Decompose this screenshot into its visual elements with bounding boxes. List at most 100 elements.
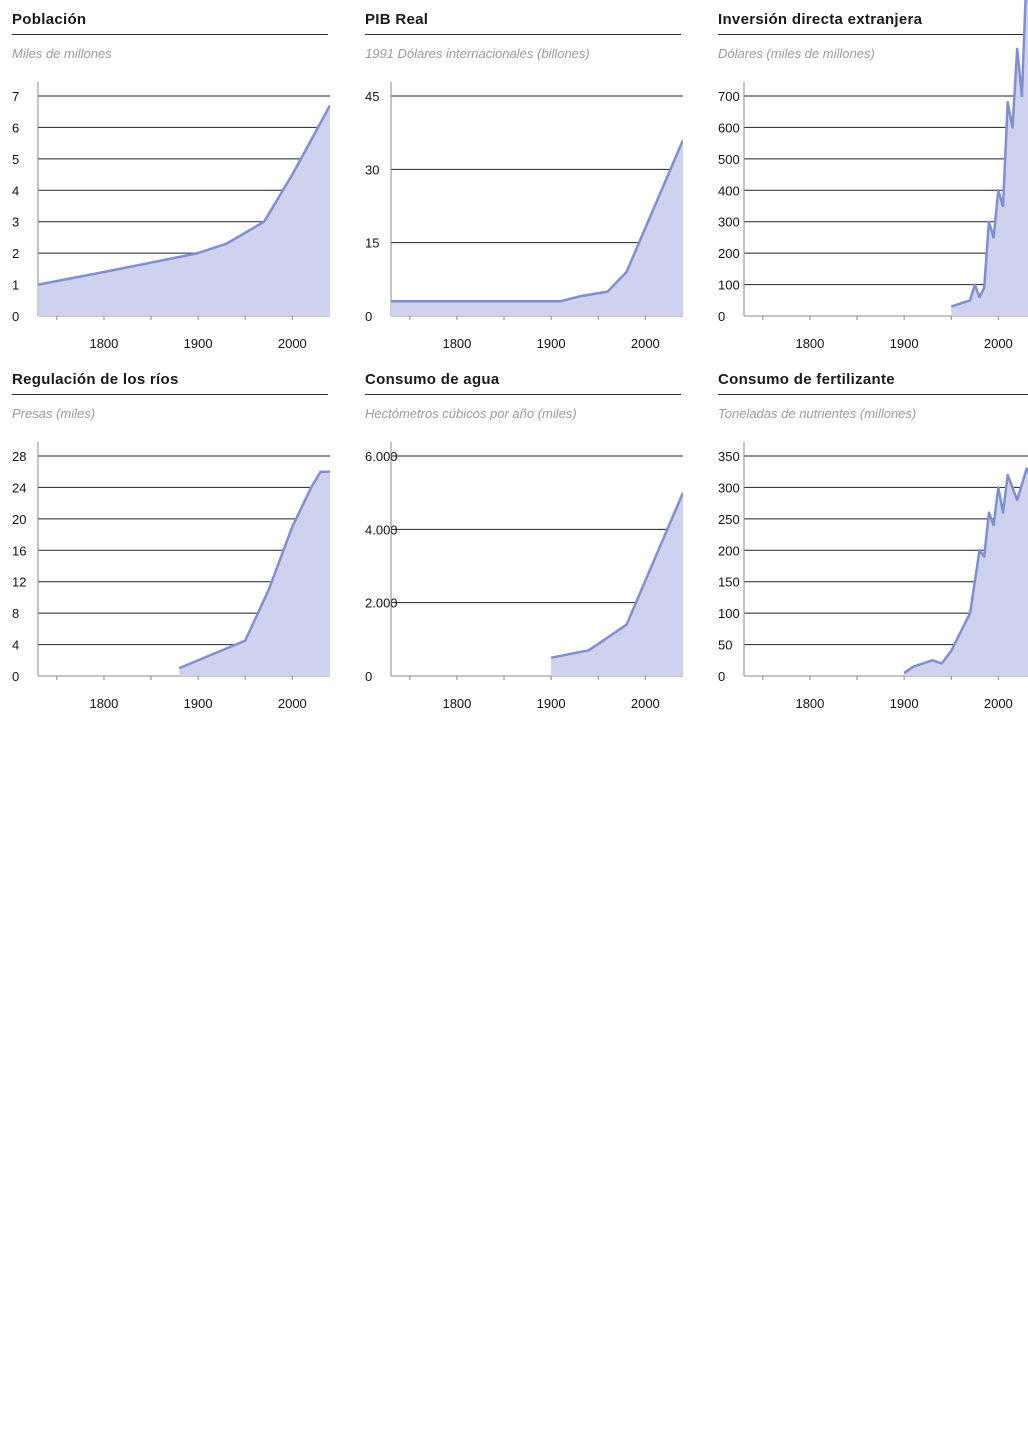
x-tick-label: 1900 bbox=[537, 696, 566, 711]
x-tick-label: 1900 bbox=[184, 336, 213, 351]
chart-title: Inversión directa extranjera bbox=[718, 11, 923, 28]
y-tick-label: 16 bbox=[12, 543, 26, 558]
y-tick-label: 15 bbox=[365, 236, 379, 251]
chart-plot: 0 50 100 150 200 250 300 350 1800 1900 2000 bbox=[718, 442, 1028, 711]
y-tick-label: 100 bbox=[718, 278, 740, 293]
series-area bbox=[38, 105, 330, 317]
y-tick-label: 2.000 bbox=[365, 596, 398, 611]
y-tick-label: 200 bbox=[718, 543, 740, 558]
chart-panel: Población Miles de millones 0 1 2 3 4 5 6 7 1800 19… bbox=[0, 0, 330, 351]
title-rule bbox=[12, 394, 328, 395]
series-line bbox=[550, 492, 683, 659]
chart-plot: 0 1 2 3 4 5 6 7 1800 1900 2000 bbox=[12, 82, 330, 351]
chart-title: Población bbox=[12, 11, 87, 28]
x-tick-label: 2000 bbox=[278, 336, 307, 351]
chart-panel: Consumo de agua Hectómetros cúbicos por a… bbox=[353, 360, 683, 711]
x-tick-label: 1900 bbox=[184, 696, 213, 711]
x-tick-label: 2000 bbox=[984, 696, 1013, 711]
title-rule bbox=[718, 394, 1028, 395]
y-tick-label: 350 bbox=[718, 449, 740, 464]
y-tick-label: 200 bbox=[718, 246, 740, 261]
chart-subtitle: Hectómetros cúbicos por año (miles) bbox=[365, 406, 577, 421]
y-tick-label: 600 bbox=[718, 120, 740, 135]
chart-panel: PIB Real 1991 Dólares internacionales (bi… bbox=[353, 0, 683, 351]
y-tick-label: 300 bbox=[718, 480, 740, 495]
x-tick-label: 1800 bbox=[442, 696, 471, 711]
chart-plot: 0 4 8 12 16 20 24 28 1800 1900 2000 bbox=[12, 442, 330, 711]
series-line bbox=[950, 0, 1028, 308]
x-tick-label: 2000 bbox=[631, 336, 660, 351]
x-tick-label: 2000 bbox=[631, 696, 660, 711]
title-rule bbox=[12, 34, 328, 35]
y-tick-label: 45 bbox=[365, 89, 379, 104]
chart-panel: Inversión directa extranjera Dólares (mil… bbox=[706, 0, 1028, 351]
chart-title: Consumo de agua bbox=[365, 371, 500, 388]
y-tick-label: 700 bbox=[718, 89, 740, 104]
y-tick-label: 2 bbox=[12, 246, 19, 261]
x-tick-label: 2000 bbox=[278, 696, 307, 711]
y-tick-label: 50 bbox=[718, 638, 732, 653]
y-tick-label: 400 bbox=[718, 183, 740, 198]
y-tick-label: 0 bbox=[12, 309, 19, 324]
chart-subtitle: Toneladas de nutrientes (millones) bbox=[718, 406, 917, 421]
y-tick-label: 6.000 bbox=[365, 449, 398, 464]
y-tick-label: 8 bbox=[12, 606, 19, 621]
y-tick-label: 4.000 bbox=[365, 522, 398, 537]
y-tick-label: 4 bbox=[12, 638, 19, 653]
chart-plot: 0 100 200 300 400 500 600 700 1800 1900 2000 bbox=[718, 0, 1028, 351]
y-tick-label: 0 bbox=[12, 669, 19, 684]
x-tick-label: 1900 bbox=[890, 336, 919, 351]
series-area bbox=[179, 471, 330, 676]
y-tick-label: 250 bbox=[718, 512, 740, 527]
series-line bbox=[391, 139, 683, 303]
y-tick-label: 0 bbox=[718, 309, 725, 324]
x-tick-label: 1900 bbox=[890, 696, 919, 711]
chart-subtitle: Presas (miles) bbox=[12, 406, 96, 421]
y-tick-label: 0 bbox=[365, 309, 372, 324]
y-tick-label: 150 bbox=[718, 575, 740, 590]
y-tick-label: 6 bbox=[12, 120, 19, 135]
y-tick-label: 28 bbox=[12, 449, 26, 464]
x-tick-label: 2000 bbox=[984, 336, 1013, 351]
y-tick-label: 20 bbox=[12, 512, 26, 527]
chart-title: PIB Real bbox=[365, 11, 429, 28]
series-area bbox=[391, 140, 683, 316]
chart-subtitle: 1991 Dólares internacionales (billones) bbox=[365, 46, 590, 61]
x-tick-label: 1800 bbox=[89, 696, 118, 711]
y-tick-label: 7 bbox=[12, 89, 19, 104]
y-tick-label: 500 bbox=[718, 152, 740, 167]
title-rule bbox=[365, 34, 681, 35]
series-line bbox=[903, 467, 1028, 674]
x-tick-label: 1800 bbox=[89, 336, 118, 351]
title-rule bbox=[718, 34, 1028, 35]
y-tick-label: 0 bbox=[718, 669, 725, 684]
chart-subtitle: Dólares (miles de millones) bbox=[718, 46, 875, 61]
series-area bbox=[904, 468, 1028, 676]
chart-plot: 0 2.000 4.000 6.000 1800 1900 2000 bbox=[365, 442, 683, 711]
x-tick-label: 1900 bbox=[537, 336, 566, 351]
y-tick-label: 30 bbox=[365, 162, 379, 177]
series-line bbox=[178, 470, 330, 670]
y-tick-label: 24 bbox=[12, 480, 26, 495]
chart-title: Consumo de fertilizante bbox=[718, 371, 895, 388]
chart-title: Regulación de los ríos bbox=[12, 371, 179, 388]
chart-subtitle: Miles de millones bbox=[12, 46, 112, 61]
y-tick-label: 300 bbox=[718, 215, 740, 230]
chart-panel: Regulación de los ríos Presas (miles) 0 4 8 1… bbox=[0, 360, 330, 711]
chart-plot: 0 15 30 45 1800 1900 2000 bbox=[365, 82, 683, 351]
y-tick-label: 12 bbox=[12, 575, 26, 590]
series-area bbox=[951, 0, 1028, 316]
y-tick-label: 0 bbox=[365, 669, 372, 684]
y-tick-label: 3 bbox=[12, 215, 19, 230]
y-tick-label: 5 bbox=[12, 152, 19, 167]
x-tick-label: 1800 bbox=[795, 696, 824, 711]
y-tick-label: 1 bbox=[12, 278, 19, 293]
chart-panel: Consumo de fertilizante Toneladas de nutr… bbox=[706, 360, 1028, 711]
series-line bbox=[38, 104, 330, 286]
x-tick-label: 1800 bbox=[442, 336, 471, 351]
title-rule bbox=[365, 394, 681, 395]
y-tick-label: 100 bbox=[718, 606, 740, 621]
x-tick-label: 1800 bbox=[795, 336, 824, 351]
y-tick-label: 4 bbox=[12, 183, 19, 198]
